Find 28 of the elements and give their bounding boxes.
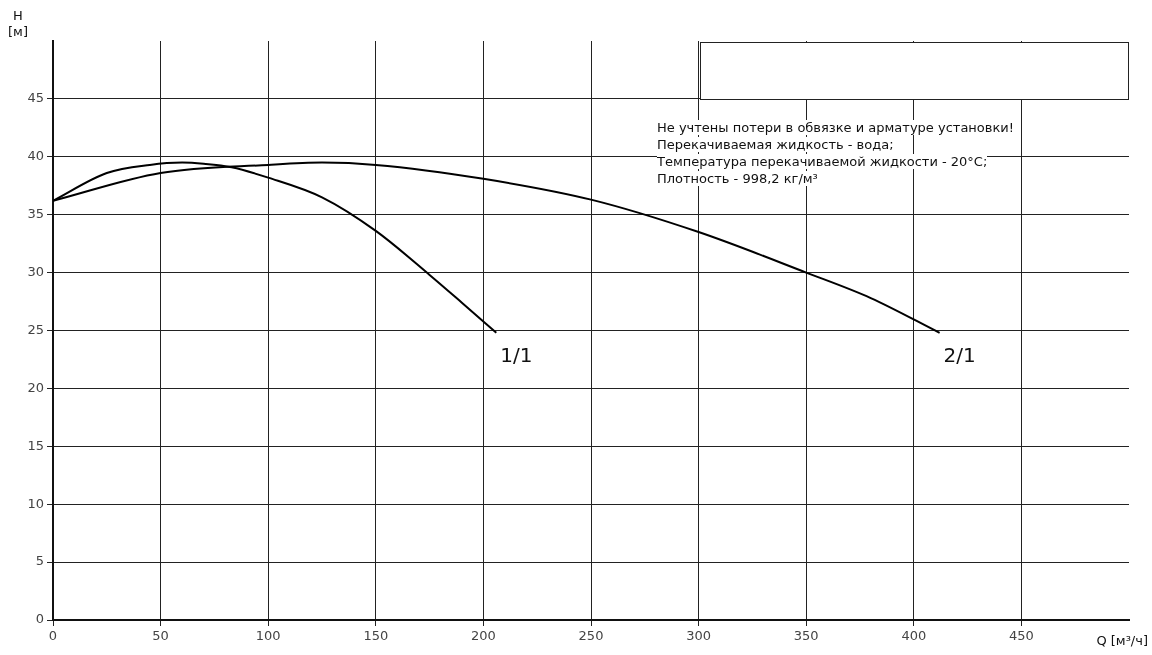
y-tick-label: 45 [27, 90, 44, 106]
x-tick-label: 250 [578, 628, 604, 644]
y-tick-label: 5 [35, 553, 44, 569]
annotation: Плотность - 998,2 кг/м³ [657, 171, 818, 186]
y-tick-label: 30 [27, 263, 44, 279]
annotation: Перекачиваемая жидкость - вода; [657, 137, 894, 152]
annotation: Температура перекачиваемой жидкости - 20°C; [657, 154, 988, 169]
y-tick-label: 20 [27, 379, 44, 395]
y-tick-label: 35 [27, 206, 44, 222]
y-axis-title: H [м] [8, 7, 28, 39]
x-tick-label: 300 [686, 628, 712, 644]
series-label: 2/1 [943, 343, 976, 368]
x-tick-label: 150 [363, 628, 389, 644]
x-tick-label: 0 [48, 628, 58, 644]
y-tick-label: 0 [35, 611, 44, 627]
x-tick-label: 200 [470, 628, 496, 644]
y-tick-label: 15 [27, 437, 44, 453]
x-tick-label: 50 [152, 628, 169, 644]
y-tick-label: 40 [27, 148, 44, 164]
x-axis-title: Q [м³/ч] [1096, 633, 1148, 649]
annotation: Не учтены потери в обвязке и арматуре установки! [657, 120, 1014, 135]
x-tick-label: 350 [793, 628, 819, 644]
series-label: 1/1 [500, 343, 533, 368]
x-tick-label: 100 [255, 628, 281, 644]
x-tick-label: 450 [1008, 628, 1034, 644]
x-tick-label: 400 [901, 628, 927, 644]
y-tick-label: 25 [27, 321, 44, 337]
y-tick-label: 10 [27, 495, 44, 511]
